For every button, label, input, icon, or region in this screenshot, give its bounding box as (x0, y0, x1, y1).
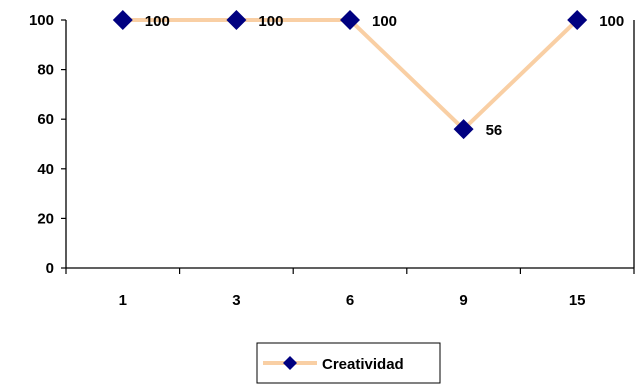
data-point-marker (226, 10, 247, 30)
x-tick-label: 1 (119, 292, 127, 309)
x-axis-ticks: 1 3 6 9 15 (65, 268, 635, 309)
data-label: 100 (372, 13, 397, 30)
y-tick-label: 40 (37, 161, 54, 178)
y-axis-ticks: 0 20 40 60 80 100 (29, 12, 66, 277)
y-tick-label: 0 (46, 260, 54, 277)
legend-series-marker (283, 356, 297, 370)
chart-axes (65, 20, 635, 269)
series-layer (112, 10, 588, 140)
y-tick-label: 100 (29, 12, 54, 29)
data-point-marker (567, 10, 588, 30)
data-label: 56 (486, 122, 503, 139)
data-label: 100 (599, 13, 624, 30)
y-tick-label: 20 (37, 210, 54, 227)
data-point-marker (453, 119, 474, 140)
series-line (122, 18, 579, 132)
x-tick-label: 9 (459, 292, 467, 309)
data-point-marker (112, 10, 133, 30)
y-tick-label: 60 (37, 111, 54, 128)
data-point-marker (340, 10, 360, 30)
x-tick-label: 6 (346, 292, 354, 309)
legend: Creatividad (256, 342, 441, 384)
data-label: 100 (258, 13, 283, 30)
data-labels-layer: 100 100 100 56 100 (145, 13, 624, 139)
data-label: 100 (145, 13, 170, 30)
legend-series-label: Creatividad (322, 356, 404, 373)
x-tick-label: 3 (232, 292, 240, 309)
x-tick-label: 15 (569, 292, 586, 309)
y-tick-label: 80 (37, 62, 54, 79)
